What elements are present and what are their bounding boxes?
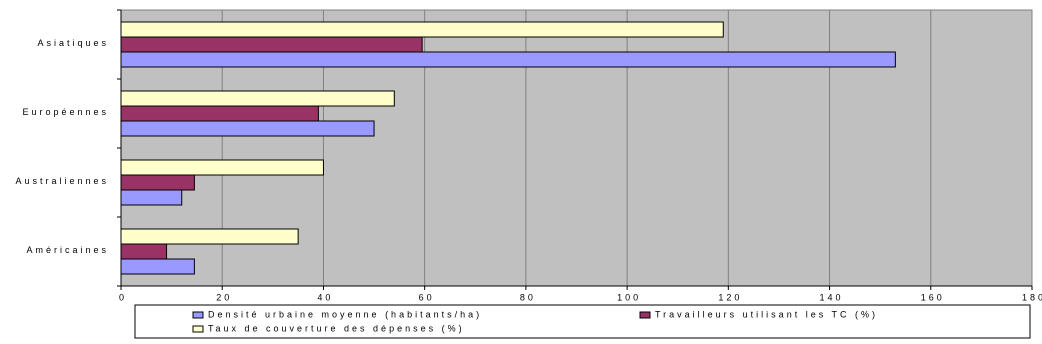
bar: [120, 174, 195, 191]
x-tick-label: 0: [119, 292, 127, 302]
bar: [120, 105, 319, 122]
y-tick-label: Américaines: [26, 245, 109, 255]
x-tick-label: 80: [520, 292, 536, 302]
bar: [120, 258, 195, 275]
bar: [120, 90, 395, 107]
x-tick-label: 40: [317, 292, 333, 302]
bar: [120, 21, 724, 38]
y-tick-label: Européennes: [22, 107, 109, 117]
x-tick-label: 20: [216, 292, 232, 302]
x-tick-label: 160: [921, 292, 945, 302]
bar: [120, 159, 324, 176]
bar: [120, 228, 299, 245]
legend-label: Taux de couverture des dépenses (%): [208, 323, 465, 333]
bar: [120, 51, 896, 68]
y-tick-label: Australiennes: [15, 176, 109, 186]
bar: [120, 243, 168, 260]
bar: [120, 120, 375, 137]
legend-label: Densité urbaine moyenne (habitants/ha): [208, 309, 482, 319]
x-tick-label: 100: [617, 292, 641, 302]
x-tick-label: 140: [820, 292, 844, 302]
legend-swatch: [639, 311, 651, 319]
legend-swatch: [192, 325, 204, 333]
legend-box: [134, 304, 1031, 339]
bar: [120, 189, 183, 206]
y-tick-label: Asiatiques: [37, 38, 109, 48]
legend-label: Travailleurs utilisant les TC (%): [655, 309, 878, 319]
x-tick-label: 60: [419, 292, 435, 302]
legend-swatch: [192, 311, 204, 319]
bar: [120, 36, 423, 53]
x-tick-label: 120: [718, 292, 742, 302]
x-tick-label: 180: [1022, 292, 1042, 302]
